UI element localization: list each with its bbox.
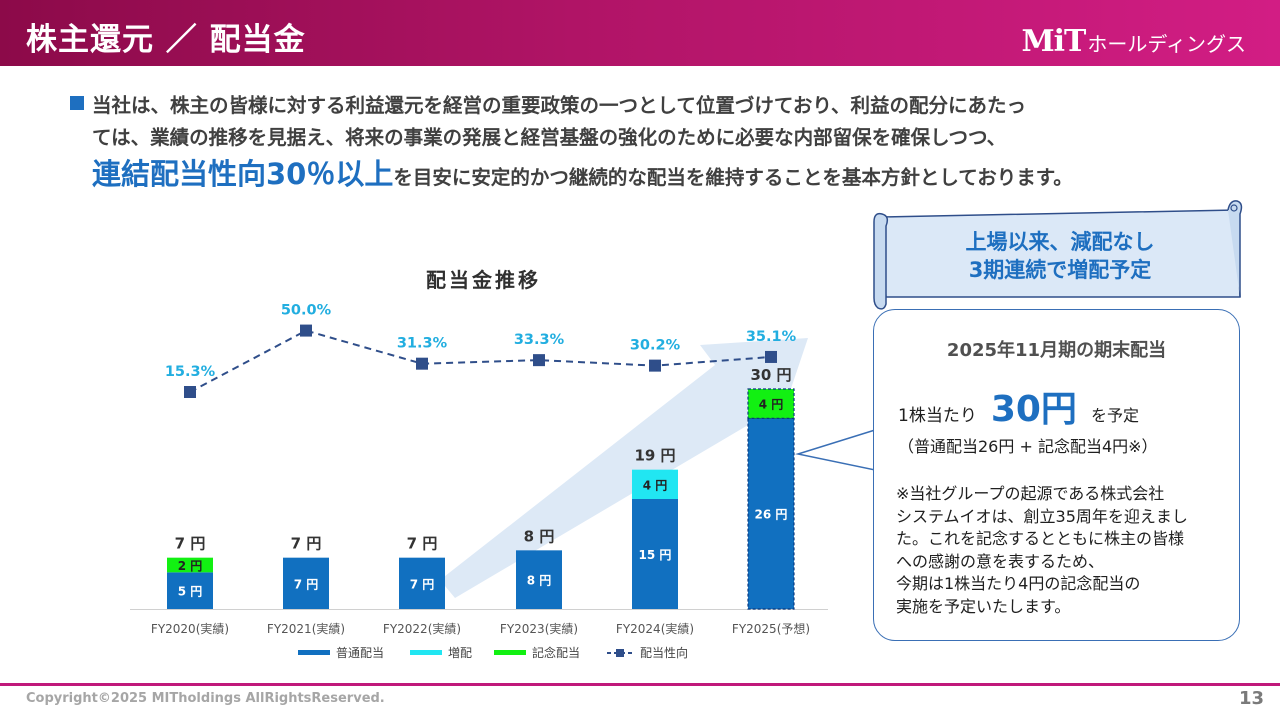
payout-ratio-point	[416, 357, 428, 370]
page-title: 株主還元 ／ 配当金	[26, 22, 306, 58]
bar-label-regular: 7 円	[410, 577, 435, 591]
payout-ratio-label: 31.3%	[397, 336, 448, 352]
bar-regular-dividend	[399, 557, 445, 609]
bar-label-regular: 7 円	[294, 577, 319, 591]
legend-swatch	[494, 650, 526, 655]
page-number: 13	[1238, 688, 1264, 709]
note-line: 実施を予定いたします。	[896, 596, 1071, 616]
payout-ratio-line	[189, 329, 772, 393]
bar-label-regular: 26 円	[755, 508, 788, 522]
copyright: Copyright©2025 MITholdings AllRightsRese…	[26, 691, 385, 706]
footer-divider	[0, 683, 1280, 686]
bar-total-label: 7 円	[407, 535, 438, 553]
price-value: 30円	[990, 389, 1077, 430]
logo-subtitle: ホールディングス	[1087, 32, 1246, 56]
banner-scroll	[873, 200, 1243, 310]
legend-label: 記念配当	[532, 645, 580, 660]
payout-ratio-label: 33.3%	[514, 332, 565, 348]
bar-commemorative-dividend	[167, 557, 213, 573]
legend-marker-swatch	[616, 649, 624, 657]
banner-text: 上場以来、減配なし 3期連続で増配予定	[900, 228, 1220, 284]
payout-ratio-point	[300, 324, 312, 337]
payout-ratio-label: 30.2%	[630, 338, 681, 354]
price-breakdown: （普通配当26円 + 記念配当4円※）	[898, 437, 1158, 456]
banner-line-2: 3期連続で増配予定	[968, 258, 1152, 282]
price-prefix: 1株当たり	[898, 406, 977, 426]
callout-title: 2025年11月期の期末配当	[946, 340, 1167, 361]
x-tick-label: FY2022(実績)	[383, 621, 461, 636]
payout-ratio-point	[533, 354, 545, 367]
legend-swatch	[410, 650, 442, 655]
policy-line-2: ては、業績の推移を見据え、将来の事業の発展と経営基盤の強化のために必要な内部留保…	[92, 126, 1007, 149]
bullet-square-icon	[70, 96, 84, 110]
policy-statement: 当社は、株主の皆様に対する利益還元を経営の重要政策の一つとして位置づけており、利…	[70, 90, 1270, 198]
bar-increase-dividend	[632, 469, 678, 500]
note-line: た。これを記念するとともに株主の皆様	[896, 529, 1185, 548]
bar-regular-dividend	[632, 499, 678, 609]
header-bar: 株主還元 ／ 配当金 MiT ホールディングス	[0, 0, 1280, 66]
bar-commemorative-dividend	[747, 388, 795, 419]
bar-label-commemorative: 4 円	[759, 398, 784, 412]
callout-price: 1株当たり 30円 を予定	[898, 380, 1139, 432]
bar-label-regular: 5 円	[178, 585, 203, 599]
x-tick-label: FY2025(予想)	[732, 621, 810, 636]
bar-label-regular: 8 円	[527, 574, 552, 588]
x-tick-label: FY2020(実績)	[151, 621, 229, 636]
payout-ratio-label: 50.0%	[281, 303, 332, 319]
payout-ratio-point	[184, 386, 196, 398]
payout-ratio-point	[765, 350, 777, 363]
chart-title: 配当金推移	[426, 268, 541, 292]
note-line: 今期は1株当たり4円の記念配当の	[896, 574, 1141, 593]
note-line: ※当社グループの起源である株式会社	[896, 484, 1165, 503]
bar-total-label: 7 円	[291, 535, 322, 553]
bar-regular-dividend	[516, 550, 562, 609]
dividend-callout: 2025年11月期の期末配当 1株当たり 30円 を予定 （普通配当26円 + …	[873, 309, 1240, 641]
policy-line-3: を目安に安定的かつ継続的な配当を維持することを基本方針としております。	[393, 166, 1073, 189]
legend-label: 配当性向	[640, 645, 688, 660]
bar-regular-dividend	[747, 417, 795, 610]
policy-line-1: 当社は、株主の皆様に対する利益還元を経営の重要政策の一つとして位置づけており、利…	[92, 94, 1027, 117]
x-tick-label: FY2021(実績)	[267, 621, 345, 636]
bar-label-commemorative: 2 円	[178, 559, 203, 573]
bar-label-regular: 15 円	[639, 548, 672, 562]
note-line: への感謝の意を表するため、	[896, 551, 1105, 571]
bar-regular-dividend	[283, 557, 329, 609]
legend-swatch	[298, 650, 330, 655]
callout-note: ※当社グループの起源である株式会社 システムイオは、創立35周年を迎えまし た。…	[896, 483, 1226, 618]
bar-label-increase: 4 円	[643, 478, 668, 492]
logo-mark: MiT	[1021, 24, 1086, 59]
legend-label: 普通配当	[336, 646, 384, 660]
bar-total-label: 8 円	[524, 527, 555, 545]
payout-ratio-point	[649, 359, 661, 372]
bar-total-label: 7 円	[175, 535, 206, 553]
growth-arrow	[440, 338, 808, 598]
price-suffix: を予定	[1090, 406, 1139, 425]
company-logo: MiT ホールディングス	[1021, 24, 1246, 59]
bar-total-label: 30 円	[750, 366, 791, 384]
banner-line-1: 上場以来、減配なし	[965, 230, 1155, 254]
x-tick-label: FY2024(実績)	[616, 621, 694, 636]
payout-ratio-label: 35.1%	[746, 329, 797, 345]
bar-total-label: 19 円	[634, 447, 675, 465]
x-tick-label: FY2023(実績)	[500, 621, 578, 636]
callout-pointer	[795, 428, 876, 471]
legend-label: 増配	[448, 646, 472, 660]
bar-regular-dividend	[167, 572, 213, 609]
policy-highlight: 連結配当性向30％以上	[92, 157, 394, 191]
payout-ratio-label: 15.3%	[165, 364, 216, 380]
note-line: システムイオは、創立35周年を迎えまし	[896, 506, 1188, 526]
